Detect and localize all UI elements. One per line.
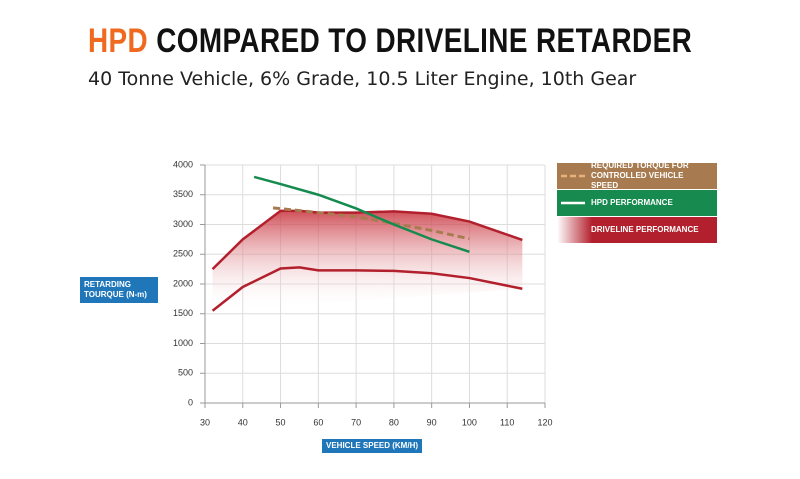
legend-label: REQUIRED TORQUE FOR CONTROLLED VEHICLE S… — [591, 161, 689, 190]
y-tick-label: 1500 — [173, 308, 193, 318]
subtitle: 40 Tonne Vehicle, 6% Grade, 10.5 Liter E… — [88, 68, 637, 90]
x-tick-label: 50 — [276, 417, 286, 427]
legend-label: HPD PERFORMANCE — [591, 198, 673, 207]
series-line — [272, 206, 470, 241]
x-tick-label: 100 — [462, 417, 477, 427]
y-tick-label: 2000 — [173, 278, 193, 288]
band-area — [212, 210, 523, 311]
title: HPD COMPARED TO DRIVELINE RETARDER — [88, 22, 692, 61]
title-highlight: HPD — [88, 22, 149, 60]
x-tick-label: 60 — [313, 417, 323, 427]
series-line — [253, 175, 470, 254]
x-tick-label: 120 — [537, 417, 552, 427]
y-tick-label: 3000 — [173, 219, 193, 229]
x-axis-label: VEHICLE SPEED (KM/H) — [322, 439, 422, 453]
x-tick-label: 80 — [389, 417, 399, 427]
legend-swatch — [561, 174, 585, 178]
y-tick-label: 1000 — [173, 338, 193, 348]
legend-swatch — [561, 227, 585, 233]
legend-entry: REQUIRED TORQUE FOR CONTROLLED VEHICLE S… — [557, 161, 717, 190]
x-tick-label: 30 — [200, 417, 210, 427]
legend-entry: DRIVELINE PERFORMANCE — [557, 217, 717, 243]
band-line-upper — [211, 209, 523, 271]
y-axis-label: RETARDING TOURQUE (N-m) — [80, 277, 158, 303]
band-line-lower — [211, 266, 523, 312]
y-tick-label: 500 — [178, 368, 193, 378]
y-tick-label: 2500 — [173, 249, 193, 259]
legend-swatch — [561, 201, 585, 205]
y-tick-label: 4000 — [173, 159, 193, 169]
title-text: COMPARED TO DRIVELINE RETARDER — [156, 22, 693, 60]
legend-label: DRIVELINE PERFORMANCE — [591, 225, 699, 234]
x-tick-label: 90 — [427, 417, 437, 427]
y-tick-label: 3500 — [173, 189, 193, 199]
x-tick-label: 70 — [351, 417, 361, 427]
y-tick-label: 0 — [188, 397, 193, 407]
legend-entry: HPD PERFORMANCE — [557, 190, 717, 216]
x-tick-label: 110 — [500, 417, 514, 427]
x-tick-label: 40 — [238, 417, 248, 427]
